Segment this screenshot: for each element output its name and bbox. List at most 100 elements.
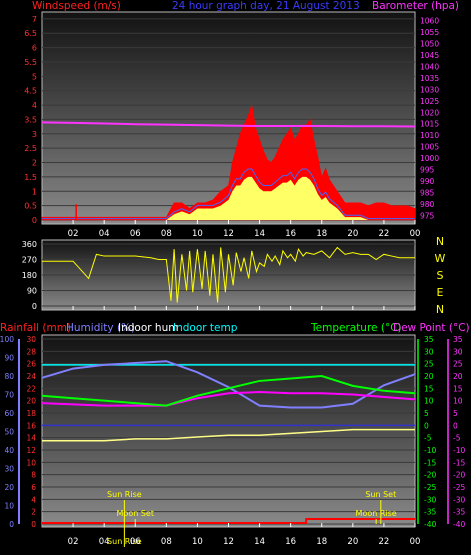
x-tick-label: 20 <box>347 537 358 547</box>
wind-tick-label: 0.5 <box>24 202 37 211</box>
dewpoint-tick-label: 5 <box>453 409 458 418</box>
rain-tick-label: 24 <box>26 372 36 381</box>
pressure-tick-label: 1050 <box>420 40 439 49</box>
x-tick-label: 10 <box>192 229 203 239</box>
direction-tick-label: 360 <box>22 240 37 249</box>
rain-tick-label: 6 <box>31 483 36 492</box>
wind-tick-label: 3.5 <box>24 115 37 124</box>
barometer-axis-title: Barometer (hpa) <box>372 0 459 12</box>
pressure-tick-label: 1000 <box>420 154 439 163</box>
x-tick-label: 08 <box>161 229 172 239</box>
humidity-tick-label: 40 <box>4 446 14 455</box>
temp-tick-label: 20 <box>424 372 434 381</box>
temp-tick-label: -30 <box>424 495 436 504</box>
pressure-tick-label: 990 <box>420 177 435 186</box>
wind-tick-label: 4.5 <box>24 87 37 96</box>
x-tick-label: 16 <box>285 229 296 239</box>
rain-tick-label: 2 <box>31 508 36 517</box>
pressure-tick-label: 975 <box>420 211 435 220</box>
x-tick-label: 06 <box>130 229 141 239</box>
compass-label: N <box>436 235 444 248</box>
temp-tick-label: 25 <box>424 360 434 369</box>
x-tick-label: 20 <box>347 229 358 239</box>
pressure-tick-label: 1030 <box>420 85 439 94</box>
temp-tick-label: -10 <box>424 446 436 455</box>
windspeed-axis-title: Windspeed (m/s) <box>32 0 121 12</box>
rain-tick-label: 16 <box>26 421 36 430</box>
event-label: Sun Rise <box>107 490 142 499</box>
event-label: Moon Set <box>117 509 154 518</box>
rain-tick-label: 10 <box>26 458 36 467</box>
x-tick-label: 16 <box>285 537 296 547</box>
direction-tick-label: 180 <box>22 271 37 280</box>
compass-label: E <box>437 286 444 299</box>
dewpoint-tick-label: -5 <box>453 434 461 443</box>
x-tick-label: 00 <box>410 229 421 239</box>
pressure-tick-label: 980 <box>420 200 435 209</box>
pressure-tick-label: 1045 <box>420 51 439 60</box>
dewpoint-tick-label: -35 <box>453 508 465 517</box>
dewpoint-tick-label: 30 <box>453 347 463 356</box>
x-tick-label: 12 <box>223 537 234 547</box>
temp-plot-area <box>41 334 416 528</box>
direction-tick-label: 0 <box>32 302 37 311</box>
dewpoint-tick-label: -15 <box>453 458 465 467</box>
humidity-line <box>41 360 416 409</box>
wind-tick-label: 5 <box>32 72 37 81</box>
temp-tick-label: -5 <box>424 434 432 443</box>
rain-tick-label: 30 <box>26 335 36 344</box>
pressure-tick-label: 1025 <box>420 97 439 106</box>
humidity-tick-label: 100 <box>0 335 14 344</box>
wind-tick-label: 5.5 <box>24 58 37 67</box>
temp-tick-label: 5 <box>424 409 429 418</box>
compass-label: N <box>436 303 444 316</box>
x-tick-label: 02 <box>68 229 79 239</box>
dewpoint-line <box>41 374 416 407</box>
dewpoint-tick-label: -40 <box>453 520 465 529</box>
humidity-tick-label: 10 <box>4 502 14 511</box>
x-tick-label: 18 <box>316 229 327 239</box>
dewpoint-tick-label: -20 <box>453 471 465 480</box>
temp-tick-label: -25 <box>424 483 436 492</box>
pressure-tick-label: 1010 <box>420 131 439 140</box>
temperature-axis-title: Temperature (°C) <box>310 322 402 334</box>
dewpoint-tick-label: -25 <box>453 483 465 492</box>
humidity-tick-label: 80 <box>4 372 14 381</box>
rain-tick-label: 4 <box>31 495 36 504</box>
x-tick-label: 10 <box>192 537 203 547</box>
x-tick-label: 14 <box>254 229 265 239</box>
axis-labels: 0 0.5 1 1.5 2 2.5 3 3.5 4 4.5 5 5.5 6 6.5 7 975 980 985 99… <box>0 15 465 547</box>
pressure-tick-label: 1005 <box>420 143 439 152</box>
temp-tick-label: 15 <box>424 384 434 393</box>
humidity-tick-label: 70 <box>4 391 14 400</box>
wind-tick-label: 3 <box>32 130 37 139</box>
event-label: Sun Set <box>365 490 396 499</box>
direction-tick-label: 270 <box>22 256 37 265</box>
wind-tick-label: 1 <box>32 187 37 196</box>
compass-label: W <box>435 252 446 265</box>
temp-tick-label: -35 <box>424 508 436 517</box>
rain-tick-label: 12 <box>26 446 36 455</box>
x-tick-label: 18 <box>316 537 327 547</box>
pressure-tick-label: 1060 <box>420 17 439 26</box>
wind-tick-label: 4 <box>32 101 37 110</box>
humidity-axis-title: Humidity (%) <box>66 322 135 334</box>
rain-tick-label: 18 <box>26 409 36 418</box>
wind-area <box>42 176 415 220</box>
indoor-hum-label: Indoor hum <box>118 322 178 334</box>
rainfall-axis-title: Rainfall (mm) <box>0 322 71 334</box>
pressure-tick-label: 1040 <box>420 62 439 71</box>
wind-tick-label: 1.5 <box>24 173 37 182</box>
rain-tick-label: 28 <box>26 347 36 356</box>
pressure-tick-label: 995 <box>420 166 435 175</box>
dewpoint-tick-label: -10 <box>453 446 465 455</box>
wind-tick-label: 6 <box>32 44 37 53</box>
graph-title: 24 hour graph day, 21 August 2013 <box>172 0 360 12</box>
wind-tick-label: 0 <box>32 216 37 225</box>
humidity-tick-label: 30 <box>4 465 14 474</box>
x-tick-label: 08 <box>161 537 172 547</box>
chart-marks <box>41 104 416 547</box>
dewpoint-tick-label: 25 <box>453 360 463 369</box>
temperature-line <box>41 391 416 407</box>
